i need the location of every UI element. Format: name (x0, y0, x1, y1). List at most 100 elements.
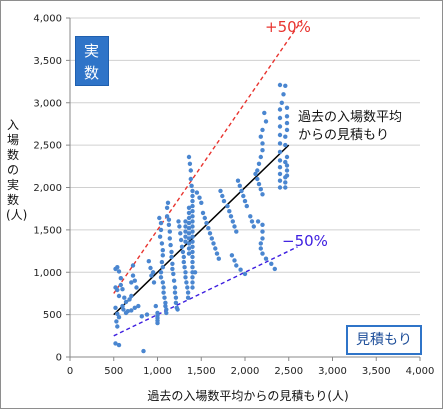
fit-line-label-2: からの見積もり (298, 128, 389, 143)
data-point (190, 219, 195, 224)
data-point (277, 178, 283, 183)
data-point (277, 82, 283, 88)
data-point (277, 124, 283, 129)
x-tick-label: 2,500 (274, 366, 303, 377)
data-point (113, 305, 118, 310)
data-point (283, 159, 288, 165)
data-point (151, 280, 157, 285)
data-point (192, 270, 198, 275)
data-point (190, 209, 195, 214)
data-point (209, 236, 214, 241)
data-point (157, 215, 162, 221)
data-point (171, 271, 176, 277)
reference-lines (113, 19, 303, 337)
data-point (183, 270, 188, 275)
data-point (190, 244, 195, 249)
data-point (136, 303, 141, 309)
data-point (185, 295, 191, 300)
data-point (229, 253, 235, 258)
data-point (253, 171, 258, 177)
data-point (279, 100, 284, 106)
data-point (129, 308, 134, 313)
data-point (190, 193, 195, 199)
data-point (186, 154, 192, 160)
data-point (160, 265, 165, 270)
data-point (160, 253, 165, 258)
data-point (214, 251, 220, 256)
data-point (148, 265, 153, 271)
data-point (120, 287, 125, 292)
data-point (186, 205, 192, 210)
data-point (123, 310, 129, 316)
minus50-line (113, 246, 298, 337)
data-point (139, 314, 144, 319)
data-point (186, 210, 192, 216)
data-point (158, 220, 164, 226)
data-point (211, 241, 216, 246)
data-point (260, 141, 265, 146)
data-point (158, 227, 164, 233)
data-point (167, 236, 172, 241)
x-tick-label: 4,000 (406, 366, 435, 377)
data-point (167, 229, 172, 234)
x-tick-label: 3,000 (318, 366, 347, 377)
x-tick-label: 3,500 (362, 366, 391, 377)
data-point (186, 241, 192, 246)
data-point (255, 168, 260, 173)
data-point (213, 246, 218, 251)
data-point (232, 224, 237, 229)
data-point (258, 134, 263, 139)
data-point (272, 266, 277, 272)
data-point (164, 214, 170, 219)
data-point (248, 214, 253, 219)
data-point (183, 224, 188, 229)
data-point (175, 307, 180, 312)
data-point (190, 203, 195, 209)
data-point (284, 163, 290, 168)
data-point (186, 251, 192, 256)
data-point (258, 154, 263, 160)
data-point (184, 280, 189, 285)
data-point (284, 120, 290, 126)
y-tick-label: 2,500 (33, 141, 62, 152)
data-point (255, 176, 260, 182)
data-point (169, 254, 174, 260)
data-point (237, 183, 242, 188)
data-point (218, 188, 223, 194)
data-point (283, 180, 288, 185)
data-points (113, 82, 290, 354)
data-point (199, 200, 204, 205)
data-point (157, 234, 163, 239)
data-point (204, 220, 209, 226)
data-point (164, 307, 169, 312)
data-point (132, 305, 137, 310)
data-point (277, 171, 283, 177)
data-point (190, 249, 195, 255)
data-point (188, 176, 193, 182)
data-point (277, 107, 283, 112)
data-point (177, 224, 182, 229)
data-point (173, 300, 179, 305)
data-point (283, 142, 288, 148)
data-point (150, 270, 156, 275)
data-point (132, 278, 137, 283)
data-point (186, 215, 192, 221)
data-point (283, 83, 288, 89)
data-point (159, 241, 165, 246)
data-point (277, 115, 283, 121)
data-point (123, 299, 129, 305)
fit-line (113, 144, 290, 316)
data-point (190, 188, 195, 194)
data-point (239, 188, 244, 194)
plus50-line (113, 19, 303, 294)
data-point (180, 249, 186, 255)
data-point (260, 236, 265, 241)
data-point (260, 127, 265, 133)
data-point (170, 261, 175, 266)
data-point (197, 195, 202, 200)
data-point (166, 217, 172, 222)
data-point (186, 231, 192, 236)
data-point (284, 154, 290, 160)
data-point (162, 295, 167, 300)
